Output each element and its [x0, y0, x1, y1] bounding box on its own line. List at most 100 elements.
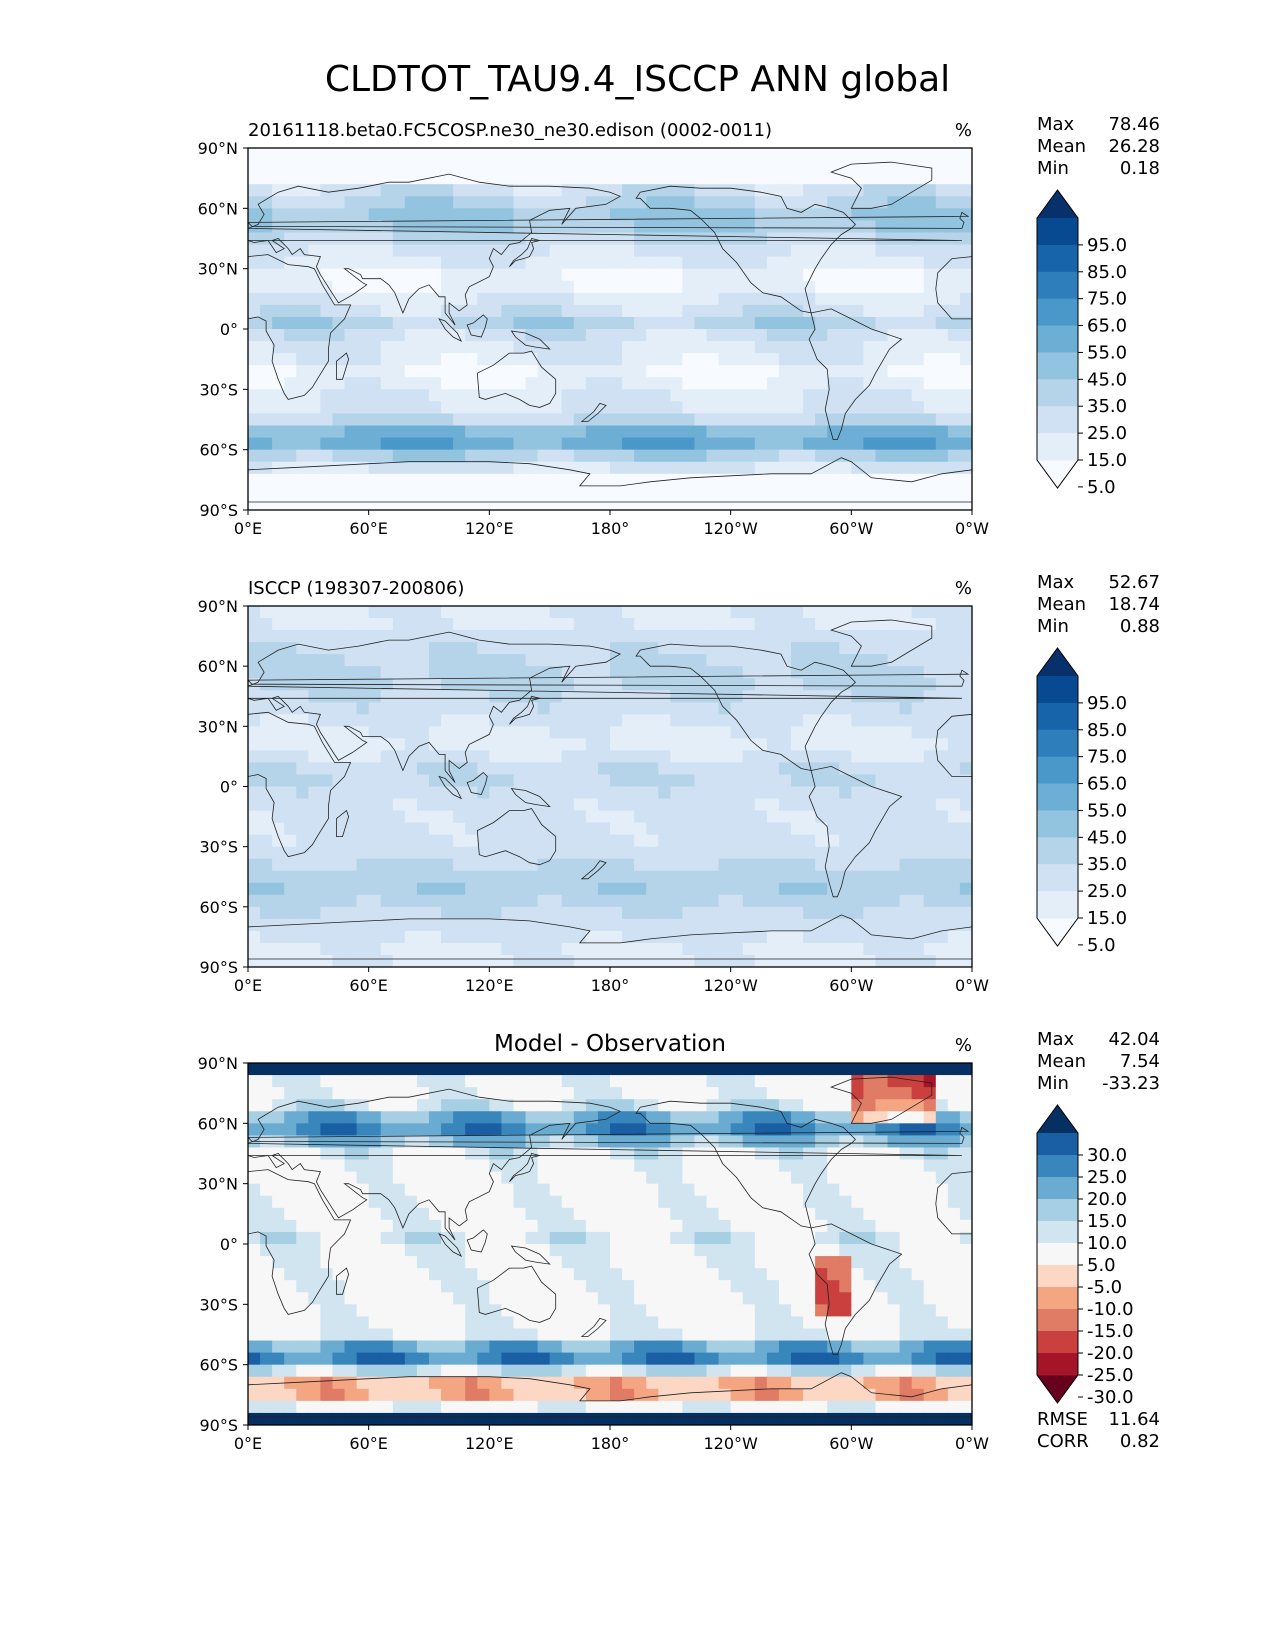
heatmap-cell	[766, 256, 780, 270]
heatmap-cell	[429, 1075, 442, 1088]
heatmap-cell	[513, 1099, 527, 1112]
heatmap-cell	[718, 906, 732, 920]
heatmap-cell	[634, 618, 647, 631]
heatmap-cell	[453, 377, 466, 390]
heatmap-cell	[839, 353, 852, 366]
heatmap-cell	[525, 268, 539, 282]
heatmap-cell	[489, 702, 502, 715]
heatmap-cell	[380, 1207, 394, 1221]
heatmap-cell	[549, 1183, 563, 1197]
heatmap-cell	[404, 606, 418, 619]
heatmap-cell	[573, 304, 587, 318]
heatmap-cell	[344, 942, 358, 956]
heatmap-cell	[441, 858, 454, 872]
heatmap-cell	[272, 329, 285, 342]
heatmap-cell	[694, 329, 708, 342]
heatmap-cell	[549, 690, 563, 703]
heatmap-cell	[537, 1292, 551, 1305]
colorbar-segment	[1037, 352, 1078, 380]
heatmap-cell	[525, 256, 539, 270]
heatmap-cell	[284, 906, 297, 920]
colorbar-extend-max	[1037, 648, 1078, 676]
heatmap-cell	[791, 678, 804, 691]
heatmap-cell	[959, 882, 972, 896]
heatmap-cell	[561, 413, 575, 427]
heatmap-cell	[766, 882, 780, 896]
heatmap-cell	[670, 437, 683, 451]
heatmap-cell	[778, 618, 792, 631]
heatmap-cell	[561, 846, 575, 860]
heatmap-cell	[646, 1219, 659, 1233]
heatmap-cell	[320, 810, 334, 824]
heatmap-cell	[742, 365, 756, 378]
heatmap-cell	[392, 485, 406, 499]
x-tick-label: 120°W	[703, 519, 758, 538]
heatmap-cell	[308, 196, 321, 209]
heatmap-cell	[791, 774, 804, 788]
heatmap-cell	[308, 750, 321, 764]
heatmap-cell	[477, 1195, 490, 1209]
heatmap-cell	[610, 292, 623, 306]
heatmap-cell	[670, 1207, 683, 1221]
heatmap-cell	[332, 606, 346, 619]
heatmap-cell	[561, 810, 575, 824]
heatmap-cell	[272, 954, 285, 967]
heatmap-cell	[658, 148, 671, 161]
heatmap-cell	[766, 280, 780, 294]
heatmap-cell	[441, 1159, 454, 1173]
heatmap-cell	[610, 437, 623, 451]
heatmap-cell	[899, 316, 913, 330]
heatmap-cell	[573, 1099, 587, 1112]
heatmap-cell	[766, 918, 780, 932]
heatmap-cell	[622, 497, 635, 510]
heatmap-cell	[646, 858, 659, 872]
heatmap-cell	[694, 930, 708, 944]
heatmap-cell	[260, 1183, 273, 1197]
heatmap-cell	[887, 389, 901, 402]
heatmap-cell	[610, 918, 623, 932]
heatmap-cell	[585, 798, 599, 812]
heatmap-cell	[392, 353, 406, 366]
heatmap-cell	[899, 834, 913, 848]
heatmap-cell	[284, 341, 297, 354]
heatmap-cell	[658, 846, 671, 860]
heatmap-cell	[706, 618, 720, 631]
heatmap-cell	[815, 870, 828, 884]
heatmap-cell	[923, 870, 937, 884]
heatmap-cell	[610, 244, 623, 258]
heatmap-cell	[682, 774, 696, 788]
heatmap-cell	[911, 329, 925, 342]
heatmap-cell	[501, 268, 515, 282]
coastline-greenland	[829, 161, 933, 209]
heatmap-cell	[296, 1087, 309, 1100]
heatmap-cell	[272, 906, 285, 920]
heatmap-cell	[525, 642, 539, 655]
heatmap-cell	[296, 1123, 309, 1136]
heatmap-cell	[742, 954, 756, 967]
heatmap-cell	[465, 413, 478, 427]
heatmap-cell	[248, 208, 261, 221]
heatmap-cell	[392, 1219, 406, 1233]
heatmap-cell	[694, 894, 708, 908]
panel-difference: 0°E 60°E 120°E 180° 120°W 60°W 0°W90°N60°N30°N…	[198, 1029, 1160, 1453]
heatmap-cell	[320, 268, 334, 282]
heatmap-cell	[718, 1256, 732, 1269]
heatmap-cell	[923, 750, 937, 764]
heatmap-cell	[549, 449, 563, 463]
heatmap-cell	[416, 292, 430, 306]
heatmap-cell	[923, 654, 937, 667]
heatmap-cell	[404, 401, 418, 415]
heatmap-cell	[272, 822, 285, 836]
heatmap-cell	[465, 1075, 478, 1088]
stat-value: 0.18	[1120, 158, 1160, 179]
heatmap-cell	[791, 485, 804, 499]
heatmap-cell	[778, 798, 792, 812]
heatmap-cell	[356, 870, 370, 884]
heatmap-cell	[947, 1195, 961, 1209]
heatmap-cell	[694, 1280, 708, 1293]
heatmap-cell	[766, 1063, 780, 1076]
heatmap-cell	[513, 232, 527, 246]
heatmap-cell	[827, 473, 840, 487]
heatmap-cell	[923, 882, 937, 896]
heatmap-cell	[959, 1171, 972, 1185]
